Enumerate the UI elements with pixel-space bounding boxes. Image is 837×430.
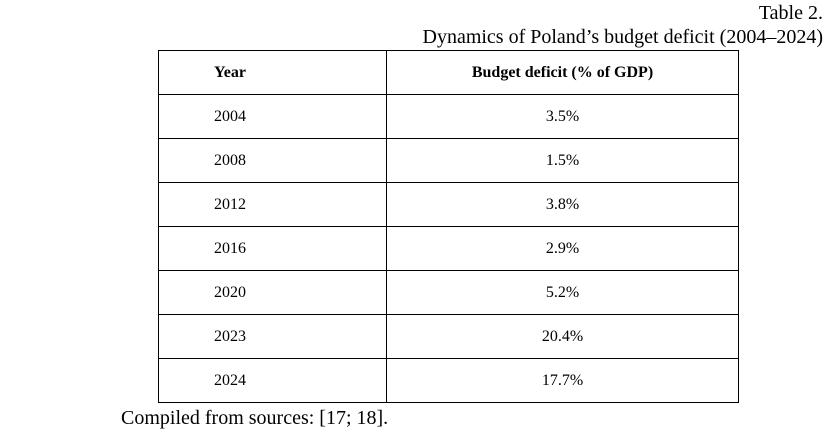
table-row: 2008 1.5% [158, 138, 739, 183]
year-cell: 2016 [158, 226, 387, 271]
deficit-cell: 2.9% [386, 226, 739, 271]
table-row: 2012 3.8% [158, 182, 739, 227]
year-cell: 2024 [158, 358, 387, 403]
deficit-cell: 20.4% [386, 314, 739, 359]
deficit-cell: 3.5% [386, 94, 739, 139]
year-cell: 2004 [158, 94, 387, 139]
deficit-cell: 1.5% [386, 138, 739, 183]
table-row: 2020 5.2% [158, 270, 739, 315]
table-row: 2023 20.4% [158, 314, 739, 359]
header-year: Year [158, 50, 387, 95]
deficit-cell: 3.8% [386, 182, 739, 227]
year-cell: 2008 [158, 138, 387, 183]
deficit-cell: 5.2% [386, 270, 739, 315]
year-cell: 2023 [158, 314, 387, 359]
table-row: 2016 2.9% [158, 226, 739, 271]
header-budget-deficit: Budget deficit (% of GDP) [386, 50, 739, 95]
budget-deficit-table: Year Budget deficit (% of GDP) 2004 3.5%… [158, 50, 739, 403]
table-title: Dynamics of Poland’s budget deficit (200… [422, 26, 824, 48]
table-row: 2004 3.5% [158, 94, 739, 139]
source-note: Compiled from sources: [17; 18]. [121, 407, 389, 429]
table-row: 2024 17.7% [158, 358, 739, 403]
deficit-cell: 17.7% [386, 358, 739, 403]
table-header-row: Year Budget deficit (% of GDP) [158, 50, 739, 95]
year-cell: 2020 [158, 270, 387, 315]
table-number-label: Table 2. [758, 2, 823, 24]
year-cell: 2012 [158, 182, 387, 227]
